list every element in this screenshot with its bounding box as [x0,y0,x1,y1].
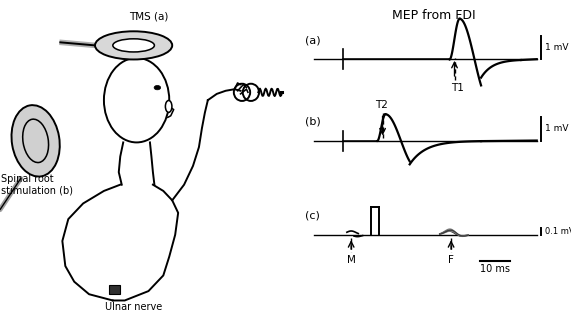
Ellipse shape [113,39,154,52]
Text: (a): (a) [305,35,321,45]
Text: Ulnar nerve
stimulation (c): Ulnar nerve stimulation (c) [98,302,169,313]
Ellipse shape [11,105,60,177]
FancyBboxPatch shape [109,285,120,294]
Ellipse shape [95,31,172,59]
Text: 0.1 mV: 0.1 mV [545,227,571,236]
Ellipse shape [104,58,169,142]
Text: M: M [347,255,356,265]
Ellipse shape [166,100,172,112]
Text: T1: T1 [451,83,464,93]
Text: 10 ms: 10 ms [480,264,510,274]
Text: MEP from FDI: MEP from FDI [392,9,476,23]
Text: F: F [448,255,454,265]
Text: T2: T2 [375,100,388,110]
Text: 1 mV: 1 mV [545,125,569,133]
Text: Spinal root
stimulation (b): Spinal root stimulation (b) [2,174,74,195]
Text: TMS (a): TMS (a) [129,12,168,22]
Text: (b): (b) [305,117,321,127]
Text: (c): (c) [305,211,320,221]
Text: 1 mV: 1 mV [545,43,569,52]
Ellipse shape [154,85,160,90]
